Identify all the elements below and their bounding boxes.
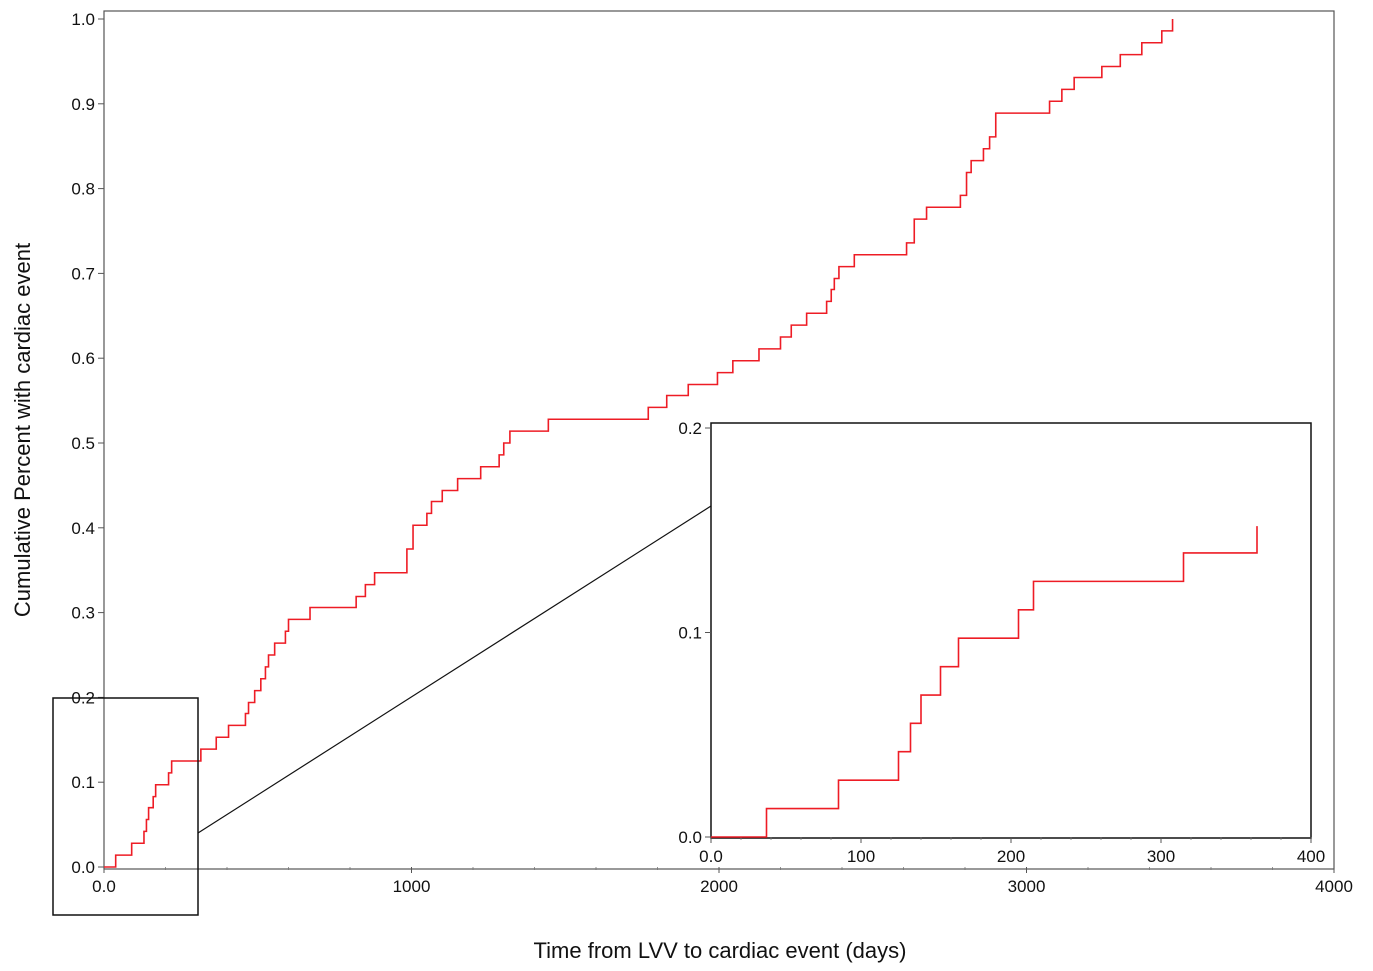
x-tick-label: 100 <box>847 847 875 866</box>
zoom-region-box <box>52 697 199 916</box>
y-tick-label: 0.5 <box>71 434 95 453</box>
x-tick-label: 200 <box>997 847 1025 866</box>
y-tick-label: 0.2 <box>678 419 702 438</box>
y-tick-label: 0.8 <box>71 180 95 199</box>
y-tick-label: 0.4 <box>71 519 95 538</box>
y-axis-title: Cumulative Percent with cardiac event <box>10 243 35 617</box>
x-axis-title: Time from LVV to cardiac event (days) <box>534 938 907 963</box>
y-tick-label: 1.0 <box>71 10 95 29</box>
inset-axis-ticks: 0.0 100 200 300 400 0.0 0.1 0.2 <box>678 419 1325 866</box>
y-tick-label: 0.9 <box>71 95 95 114</box>
x-tick-label: 1000 <box>393 877 431 896</box>
x-tick-label: 0.0 <box>92 877 116 896</box>
x-tick-label: 2000 <box>700 877 738 896</box>
series-step-line <box>711 526 1258 838</box>
series-step-line <box>104 19 1174 868</box>
y-tick-label: 0.1 <box>71 773 95 792</box>
x-tick-label: 0.0 <box>699 847 723 866</box>
inset-background <box>710 422 1312 839</box>
inset-series-group <box>710 526 1258 838</box>
y-tick-label: 0.6 <box>71 349 95 368</box>
x-tick-label: 300 <box>1147 847 1175 866</box>
x-tick-label: 400 <box>1297 847 1325 866</box>
main-axis-ticks: 0.0 1000 2000 3000 4000 0.0 0.1 0.2 0.3 0.4 0.5 0.6… <box>71 10 1353 896</box>
y-tick-label: 0.3 <box>71 604 95 623</box>
main-series-group <box>103 18 1174 868</box>
x-tick-label: 3000 <box>1008 877 1046 896</box>
y-tick-label: 0.0 <box>678 828 702 847</box>
y-tick-label: 0.0 <box>71 858 95 877</box>
x-tick-label: 4000 <box>1315 877 1353 896</box>
y-tick-label: 0.1 <box>678 624 702 643</box>
y-tick-label: 0.7 <box>71 264 95 283</box>
zoom-connector-line <box>197 505 712 834</box>
